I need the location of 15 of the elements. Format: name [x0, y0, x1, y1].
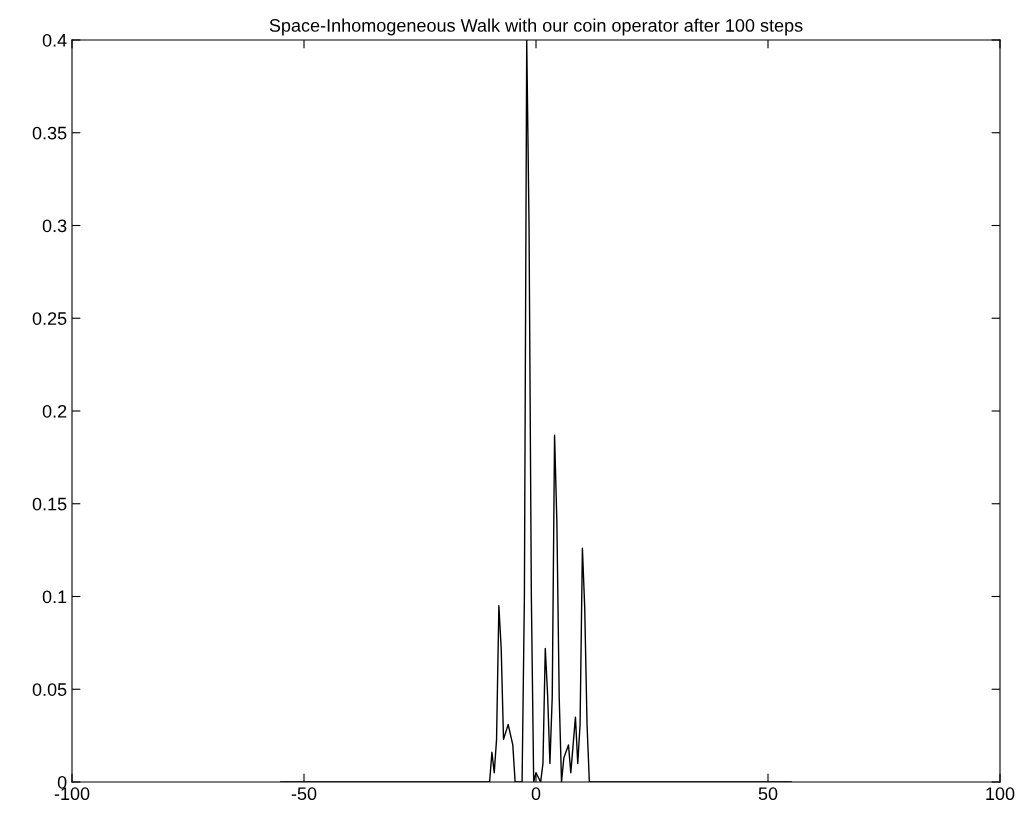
y-tick-label: 0.35 — [32, 126, 67, 140]
x-tick-label: 50 — [758, 787, 778, 801]
x-tick-label: -50 — [291, 787, 317, 801]
chart-title: Space-Inhomogeneous Walk with our coin operator after 100 steps — [269, 18, 803, 36]
y-tick-label: 0.05 — [32, 683, 67, 696]
x-tick-label: 100 — [986, 787, 1015, 801]
y-tick-label: 0.4 — [42, 33, 67, 47]
y-tick-label: 0.1 — [42, 590, 67, 604]
y-tick-label: 0.2 — [42, 404, 67, 418]
x-tick-label: -100 — [54, 787, 90, 801]
y-tick-label: 0.3 — [42, 219, 67, 233]
y-tick-label: 0 — [57, 775, 67, 789]
x-tick-label: 0 — [531, 787, 541, 801]
y-tick-label: 0.15 — [32, 497, 67, 511]
y-tick-label: 0.25 — [32, 312, 67, 325]
